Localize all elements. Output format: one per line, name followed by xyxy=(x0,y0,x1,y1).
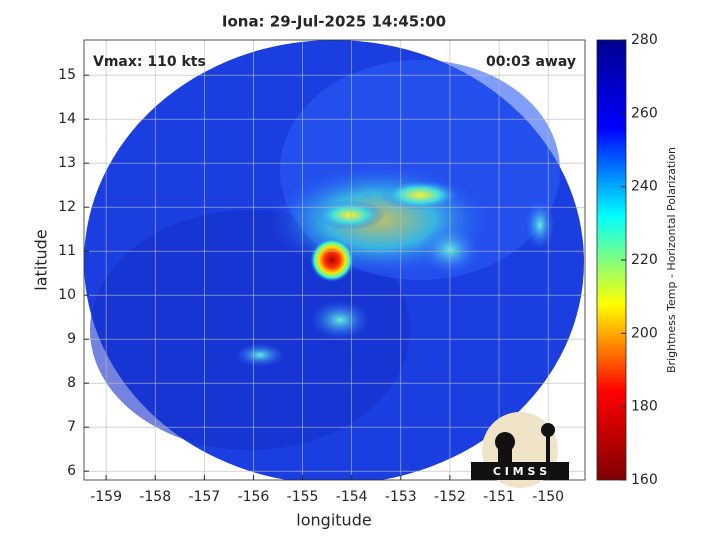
x-tick-label: -155 xyxy=(287,489,319,505)
y-tick-label: 13 xyxy=(58,155,76,171)
chart-title: Iona: 29-Jul-2025 14:45:00 xyxy=(222,13,446,31)
colorbar-tick-label: 260 xyxy=(631,105,658,121)
eye xyxy=(310,238,354,282)
y-tick-label: 6 xyxy=(67,463,76,479)
y-axis-label: latitude xyxy=(32,229,51,290)
x-tick-label: -154 xyxy=(336,489,368,505)
colorbar-tick-label: 280 xyxy=(631,32,658,48)
y-tick-label: 11 xyxy=(58,243,76,259)
colorbar-frame xyxy=(596,39,627,481)
y-tick-label: 8 xyxy=(67,375,76,391)
x-axis-label: longitude xyxy=(296,511,371,530)
x-tick-label: -150 xyxy=(532,489,564,505)
colorbar-tick-label: 180 xyxy=(631,399,658,415)
swath xyxy=(84,40,584,480)
annotation: Vmax: 110 kts xyxy=(93,54,206,70)
x-tick-label: -159 xyxy=(90,489,122,505)
logo-text: C I M S S xyxy=(493,465,547,478)
y-tick-label: 7 xyxy=(67,419,76,435)
x-tick-label: -152 xyxy=(434,489,466,505)
colorbar-tick-label: 240 xyxy=(631,179,658,195)
y-tick-label: 14 xyxy=(58,111,76,127)
colorbar-tick-label: 220 xyxy=(631,252,658,268)
x-tick-label: -156 xyxy=(238,489,270,505)
y-tick-label: 9 xyxy=(67,331,76,347)
y-tick-label: 10 xyxy=(58,287,76,303)
y-tick-label: 12 xyxy=(58,199,76,215)
annotation: 00:03 away xyxy=(486,54,576,70)
logo: C I M S S xyxy=(471,412,569,488)
y-tick-label: 15 xyxy=(58,67,76,83)
colorbar-tick-label: 160 xyxy=(631,472,658,488)
colorbar-label: Brightness Temp - Horizontal Polarizatio… xyxy=(665,147,678,373)
colorbar-tick-label: 200 xyxy=(631,325,658,341)
x-tick-label: -151 xyxy=(483,489,515,505)
x-tick-label: -158 xyxy=(139,489,171,505)
plot-frame xyxy=(83,39,586,481)
x-tick-label: -153 xyxy=(385,489,417,505)
x-tick-label: -157 xyxy=(188,489,220,505)
